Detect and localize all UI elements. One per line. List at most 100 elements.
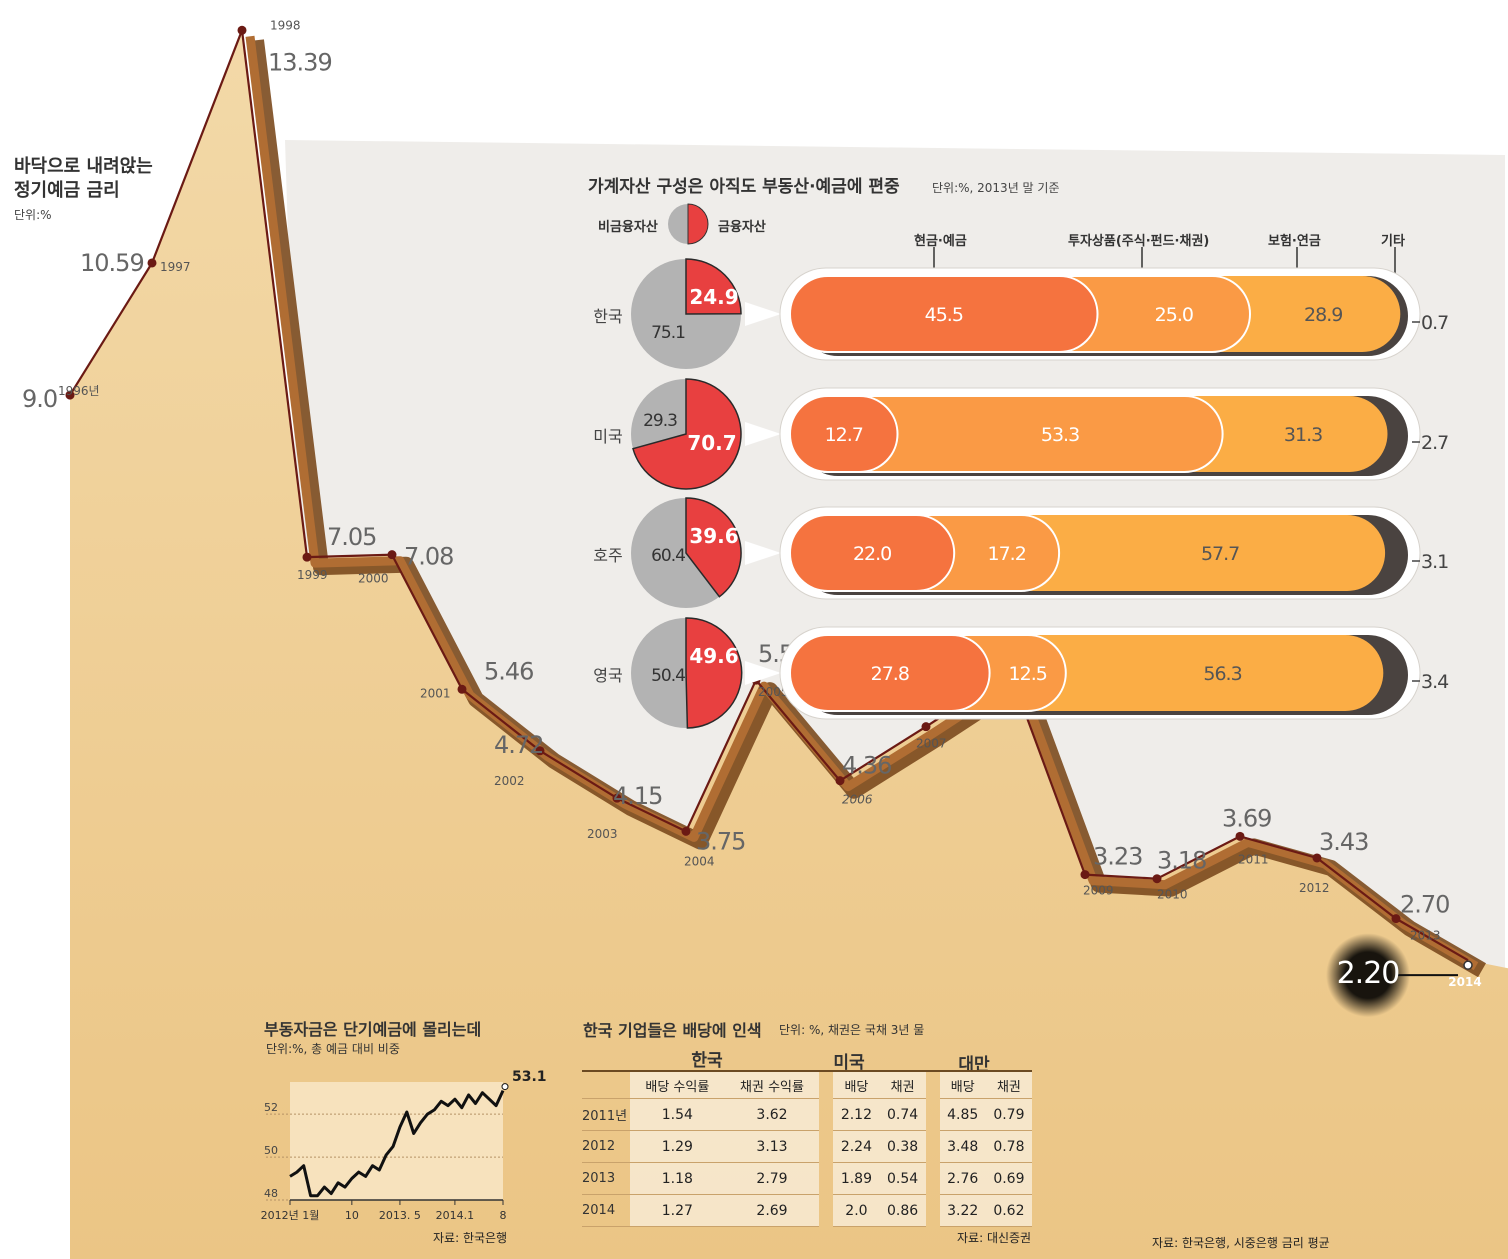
table-row: 2011년 1.54 3.62 2.12 0.74 4.85 0.79 [582,1098,1032,1131]
rate-value-label: 3.18 [1157,847,1206,875]
bar-invest-label: 17.2 [988,543,1026,565]
rate-year-label: 1996년 [58,384,100,398]
bar-other-label: 3.1 [1421,551,1448,573]
rate-point [681,826,691,836]
cell-tw-bond: 0.78 [985,1130,1032,1163]
cell-kr-bond: 3.62 [724,1098,820,1131]
pie-nonfin-label: 75.1 [651,323,685,343]
rate-value-label: 4.36 [842,752,891,780]
deposit-last-point [501,1083,509,1091]
household-title: 가계자산 구성은 아직도 부동산·예금에 편중 [588,177,900,197]
cell-us-div: 2.0 [833,1194,880,1227]
rate-point [1152,874,1162,884]
rate-year-label: 2010 [1157,888,1188,902]
rate-point [1080,870,1090,880]
deposit-xtick-label: 2014.1 [436,1209,475,1222]
deposit-title: 부동자금은 단기예금에 몰리는데 [264,1020,482,1039]
deposit-ytick-label: 50 [264,1144,278,1157]
rate-year-label: 2009 [1083,884,1114,898]
rate-year-label: 1997 [160,260,191,274]
household-unit: 단위:%, 2013년 말 기준 [932,181,1060,195]
cell-tw-div: 4.85 [939,1098,986,1131]
cell-kr-div: 1.29 [630,1130,725,1163]
rate-chart-title-line1: 바닥으로 내려앉는 [14,156,153,177]
pie-fin-label: 24.9 [689,285,738,309]
bar-invest-label: 53.3 [1041,424,1079,446]
pie-nonfin-label: 60.4 [651,546,685,566]
rate-value-label: 3.69 [1222,804,1271,832]
header-tw-div: 배당 [939,1070,986,1099]
header-kr-div: 배당 수익률 [630,1070,725,1099]
cell-tw-bond: 0.69 [985,1162,1032,1195]
country-label: 호주 [593,546,622,565]
rate-point [387,550,397,560]
cell-kr-bond: 2.69 [724,1194,820,1227]
pie-fin-slice [685,258,742,315]
deposit-ytick-label: 48 [264,1187,278,1200]
bar-cash-segment [789,634,991,712]
rate-year-label: 2004 [684,854,715,868]
pie-nonfin-label: 50.4 [651,666,685,686]
rate-chart-source: 자료: 한국은행, 시중은행 금리 평균 [1152,1236,1330,1250]
col-cash-label: 현금·예금 [914,234,967,249]
legend-pie-red [687,203,709,245]
cell-kr-bond: 2.79 [724,1162,820,1195]
rate-year-label: 2000 [358,572,389,586]
rate-year-label: 2006 [842,793,873,807]
bar-other-label: 3.4 [1421,671,1449,693]
cell-us-div: 2.12 [833,1098,880,1131]
rate-year-label: 1999 [297,568,328,582]
bar-invest-label: 12.5 [1009,663,1047,685]
cell-tw-div: 3.48 [939,1130,986,1163]
rate-value-label: 2.20 [1337,956,1400,991]
bar-other-label: 0.7 [1421,312,1448,334]
rate-value-label: 13.39 [268,48,332,76]
header-us-div: 배당 [833,1070,880,1099]
cell-tw-bond: 0.62 [985,1194,1032,1227]
rate-point [1312,853,1322,863]
deposit-mini-chart: 48 50 52 2012년 1월 10 2013. 5 2014.1 8 [261,1082,509,1222]
bar-insure-label: 56.3 [1203,663,1241,685]
bar-insure-label: 28.9 [1304,304,1342,326]
pie-fin-slice [685,617,743,729]
cell-us-bond: 0.38 [879,1130,926,1163]
dividend-source: 자료: 대신증권 [957,1231,1032,1245]
rate-year-label: 2014 [1448,975,1481,989]
pie-nonfin-label: 29.3 [643,411,677,431]
col-insure-label: 보험·연금 [1268,234,1321,249]
rate-value-label: 4.15 [613,782,662,810]
cell-us-bond: 0.74 [879,1098,926,1131]
rate-point [921,722,931,732]
rate-value-label: 3.75 [696,827,745,855]
cell-us-div: 1.89 [833,1162,880,1195]
deposit-source: 자료: 한국은행 [433,1231,508,1245]
household-pie-layer: 한국 24.975.1 미국 70.7 29.3 호주 39.660.4 영국 49.650.4 [593,203,781,729]
rate-point [147,258,157,268]
cell-us-div: 2.24 [833,1130,880,1163]
table-row: 2013 1.18 2.79 1.89 0.54 2.76 0.69 [582,1162,1032,1195]
rate-value-label: 7.05 [327,523,376,551]
pie-pointer [745,422,781,446]
cell-tw-div: 2.76 [939,1162,986,1195]
pie-fin-label: 70.7 [687,431,736,455]
rate-value-label: 7.08 [404,543,453,571]
cell-tw-bond: 0.79 [985,1098,1032,1131]
rate-point [612,793,622,803]
rate-chart-unit: 단위:% [14,208,52,222]
rate-chart-title-line2: 정기예금 금리 [14,180,120,201]
row-year: 2013 [582,1162,630,1195]
rate-point [835,776,845,786]
deposit-xtick-label: 2012년 1월 [261,1209,320,1222]
header-kr-bond: 채권 수익률 [724,1070,820,1099]
deposit-xtick-label: 8 [500,1209,507,1222]
bar-insure-label: 57.7 [1201,543,1239,565]
rate-value-label: 3.23 [1093,843,1142,871]
deposit-line [289,1089,505,1198]
rate-point [237,25,247,35]
rate-value-label: 2.70 [1400,891,1449,919]
rate-value-label: 9.0 [22,385,57,413]
country-label: 영국 [593,666,622,685]
pie-pointer [745,302,781,326]
rate-point [1391,914,1401,924]
